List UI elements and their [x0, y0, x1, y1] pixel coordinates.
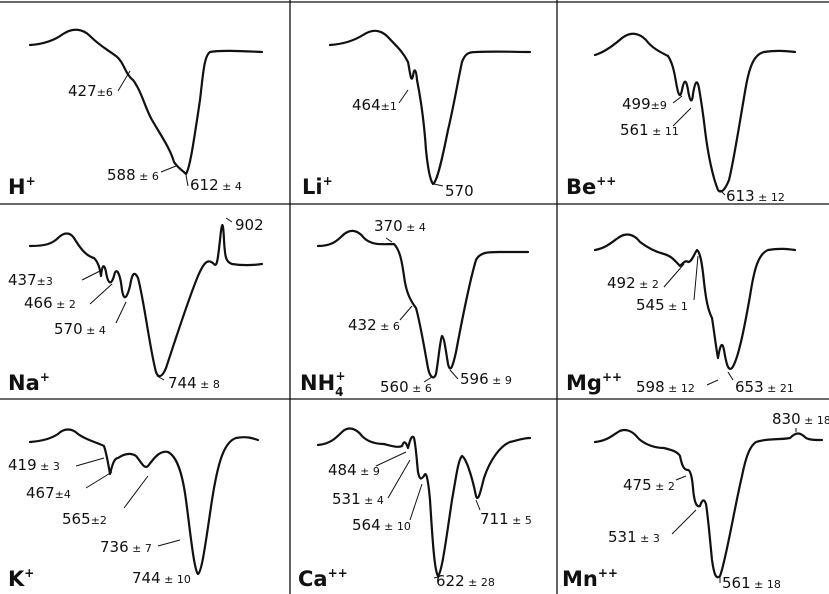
band-label: 570 ± 4 — [54, 320, 106, 338]
spectrum-curve — [593, 233, 797, 370]
spectrum-curve — [316, 427, 532, 578]
label-leader — [719, 189, 726, 196]
label-leader — [75, 457, 105, 467]
label-leader — [123, 475, 149, 509]
label-leader — [398, 89, 409, 104]
label-leader — [117, 70, 131, 92]
label-leader — [160, 165, 177, 173]
band-label: 531 ± 4 — [332, 490, 384, 508]
band-label: 561 ± 18 — [722, 574, 781, 592]
ion-label: NH4+ — [300, 369, 346, 399]
ion-label: Mg++ — [566, 370, 622, 395]
band-label: 499±9 — [622, 95, 667, 113]
panel-mn: 830 ± 18 475 ± 2 531 ± 3 561 ± 18 Mn++ — [562, 410, 829, 592]
band-label: 744 ± 10 — [132, 569, 191, 587]
panel-ca: 484 ± 9 531 ± 4 564 ± 10 711 ± 5 622 ± 2… — [298, 427, 532, 591]
band-label: 622 ± 28 — [436, 572, 495, 590]
panel-nh4: 370 ± 4 432 ± 6 560 ± 6 596 ± 9 NH4+ — [300, 217, 530, 399]
label-leader — [385, 237, 393, 243]
label-leader — [157, 539, 181, 547]
label-leader — [675, 475, 687, 481]
label-leader — [672, 107, 692, 127]
label-leader — [423, 376, 433, 383]
band-label: 560 ± 6 — [380, 378, 432, 396]
label-leader — [81, 270, 101, 281]
ion-label: H+ — [8, 174, 36, 199]
label-leader — [706, 379, 719, 386]
label-leader — [409, 483, 423, 521]
ion-label: Li+ — [302, 174, 333, 199]
spectrum-curve — [28, 428, 260, 576]
spectrum-curve — [316, 229, 530, 379]
label-leader — [85, 471, 113, 489]
spectrum-curve — [593, 32, 797, 193]
spectrum-curve — [328, 29, 532, 186]
band-label: 475 ± 2 — [623, 476, 675, 494]
ion-label: Be++ — [566, 174, 616, 199]
band-label: 736 ± 7 — [100, 538, 152, 556]
band-label: 437±3 — [8, 271, 53, 289]
band-label: 531 ± 3 — [608, 528, 660, 546]
band-label: 467±4 — [26, 484, 71, 502]
panel-li: 464±1 570 Li+ — [302, 29, 532, 200]
band-label: 570 — [445, 182, 474, 200]
band-label: 902 — [235, 216, 264, 234]
panel-k: 419 ± 3 467±4 565±2 736 ± 7 744 ± 10 K+ — [8, 428, 260, 591]
panel-na: 902 437±3 466 ± 2 570 ± 4 744 ± 8 Na+ — [8, 216, 264, 395]
label-leader — [693, 255, 699, 301]
label-leader — [387, 459, 411, 499]
label-leader — [475, 499, 481, 511]
band-label: 564 ± 10 — [352, 516, 411, 534]
label-leader — [399, 305, 413, 321]
band-label: 830 ± 18 — [772, 410, 829, 428]
label-leader — [225, 217, 233, 223]
band-label: 427±6 — [68, 82, 113, 100]
band-label: 492 ± 2 — [607, 274, 659, 292]
label-leader — [449, 369, 459, 380]
label-leader — [433, 576, 439, 579]
label-leader — [115, 301, 127, 324]
label-leader — [663, 263, 685, 288]
spectrum-curve — [28, 223, 264, 378]
ion-label: K+ — [8, 566, 34, 591]
spectrum-curve — [28, 28, 264, 176]
band-label: 545 ± 1 — [636, 296, 688, 314]
band-label: 432 ± 6 — [348, 316, 400, 334]
band-label: 744 ± 8 — [168, 374, 220, 392]
band-label: 598 ± 12 — [636, 378, 695, 396]
panel-mg: 492 ± 2 545 ± 1 598 ± 12 653 ± 21 Mg++ — [566, 233, 797, 396]
label-leader — [672, 95, 683, 104]
label-leader — [185, 174, 189, 187]
band-label: 653 ± 21 — [735, 378, 794, 396]
band-label: 565±2 — [62, 510, 107, 528]
band-label: 596 ± 9 — [460, 370, 512, 388]
band-label: 561 ± 11 — [620, 121, 679, 139]
label-leader — [156, 375, 165, 381]
label-leader — [727, 371, 734, 381]
label-leader — [375, 451, 407, 467]
band-label: 466 ± 2 — [24, 294, 76, 312]
label-leader — [89, 283, 113, 305]
band-label: 419 ± 3 — [8, 456, 60, 474]
panel-be: 499±9 561 ± 11 613 ± 12 Be++ — [566, 32, 797, 205]
band-label: 464±1 — [352, 96, 397, 114]
band-label: 711 ± 5 — [480, 510, 532, 528]
band-label: 370 ± 4 — [374, 217, 426, 235]
ion-label: Na+ — [8, 370, 50, 395]
ion-label: Ca++ — [298, 566, 348, 591]
label-leader — [433, 183, 444, 187]
panel-h: 427±6 588 ± 6 612 ± 4 H+ — [8, 28, 264, 199]
band-label: 588 ± 6 — [107, 166, 159, 184]
band-label: 484 ± 9 — [328, 461, 380, 479]
band-label: 613 ± 12 — [726, 187, 785, 205]
ion-label: Mn++ — [562, 566, 618, 591]
band-label: 612 ± 4 — [190, 176, 242, 194]
spectrum-curve — [593, 428, 824, 579]
label-leader — [671, 509, 697, 535]
